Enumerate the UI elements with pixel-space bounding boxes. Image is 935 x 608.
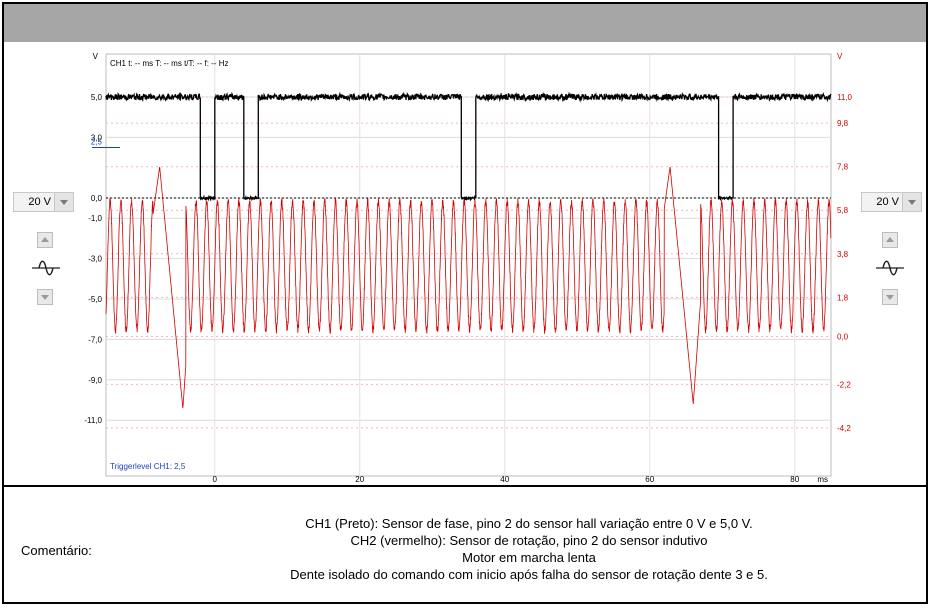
ac-coupling-icon (32, 260, 60, 276)
y-tick-label-right: -4,2 (837, 424, 851, 433)
x-tick-label: 20 (355, 475, 364, 484)
y-tick-label-right: 9,8 (837, 119, 849, 128)
y-tick-label: -11,0 (84, 416, 102, 425)
y-tick-label: -3,0 (88, 255, 102, 264)
left-scale-down-button[interactable] (37, 289, 53, 305)
title-bar (4, 4, 926, 42)
comment-line: Motor em marcha lenta (462, 550, 596, 565)
oscilloscope-panel: 5,0 3,0 0,0 -1,0 -3,0 -5,0 -7,0 -9,0 -11,0 V 11,0 9… (4, 42, 926, 485)
right-range-select[interactable]: 20 V (861, 192, 922, 212)
right-range-value: 20 V (876, 196, 899, 208)
left-range-value: 20 V (28, 196, 51, 208)
comment-line: Dente isolado do comando com inicio após… (290, 567, 768, 582)
right-scale-up-button[interactable] (882, 232, 898, 248)
comment-line: CH2 (vermelho): Sensor de rotação, pino … (350, 533, 708, 548)
y-axis-unit-right: V (837, 52, 843, 61)
channel-readout: CH1 t: -- ms T: -- ms t/T: -- f: -- Hz (110, 59, 229, 68)
y-tick-label: -9,0 (88, 376, 102, 385)
y-axis-unit-left: V (93, 52, 99, 61)
y-tick-label-right: 3,8 (837, 250, 849, 259)
y-tick-label: 3,0 (91, 133, 103, 142)
ac-coupling-icon (876, 260, 904, 276)
ch2-series-line (105, 166, 832, 409)
left-scale-up-button[interactable] (37, 232, 53, 248)
y-tick-label: 5,0 (91, 93, 103, 102)
y-tick-label: -7,0 (88, 335, 102, 344)
comment-text: CH1 (Preto): Sensor de fase, pino 2 do s… (219, 515, 839, 583)
y-tick-label-right: 7,8 (837, 163, 849, 172)
x-tick-label: 40 (500, 475, 509, 484)
comment-label: Comentário: (21, 543, 92, 558)
y-tick-label-right: 11,0 (837, 93, 853, 102)
plot-frame (105, 53, 832, 477)
trigger-level-label: Triggerlevel CH1: 2,5 (110, 462, 186, 471)
x-tick-label: 60 (645, 475, 654, 484)
right-scale-down-button[interactable] (882, 289, 898, 305)
x-tick-label: 80 (790, 475, 799, 484)
y-tick-label-right: 1,8 (837, 293, 849, 302)
y-tick-label: -1,0 (88, 214, 102, 223)
oscilloscope-chart: 5,0 3,0 0,0 -1,0 -3,0 -5,0 -7,0 -9,0 -11,0 V 11,0 9… (84, 52, 853, 484)
x-axis-unit: ms (817, 475, 828, 484)
ch1-series-line (105, 91, 832, 202)
left-range-select[interactable]: 20 V (13, 192, 74, 212)
y-tick-label-right: 5,8 (837, 206, 849, 215)
comment-section: Comentário: CH1 (Preto): Sensor de fase,… (4, 487, 926, 602)
chevron-down-icon[interactable] (902, 193, 921, 211)
x-tick-label: 0 (213, 475, 218, 484)
divider (4, 485, 926, 487)
y-tick-label-right: 0,0 (837, 333, 849, 342)
chevron-down-icon[interactable] (54, 193, 73, 211)
y-tick-label: -5,0 (88, 295, 102, 304)
y-tick-label: 0,0 (91, 194, 103, 203)
comment-line: CH1 (Preto): Sensor de fase, pino 2 do s… (305, 516, 753, 531)
y-tick-label-right: -2,2 (837, 380, 851, 389)
trigger-marker-label: 2,5 (91, 138, 103, 147)
